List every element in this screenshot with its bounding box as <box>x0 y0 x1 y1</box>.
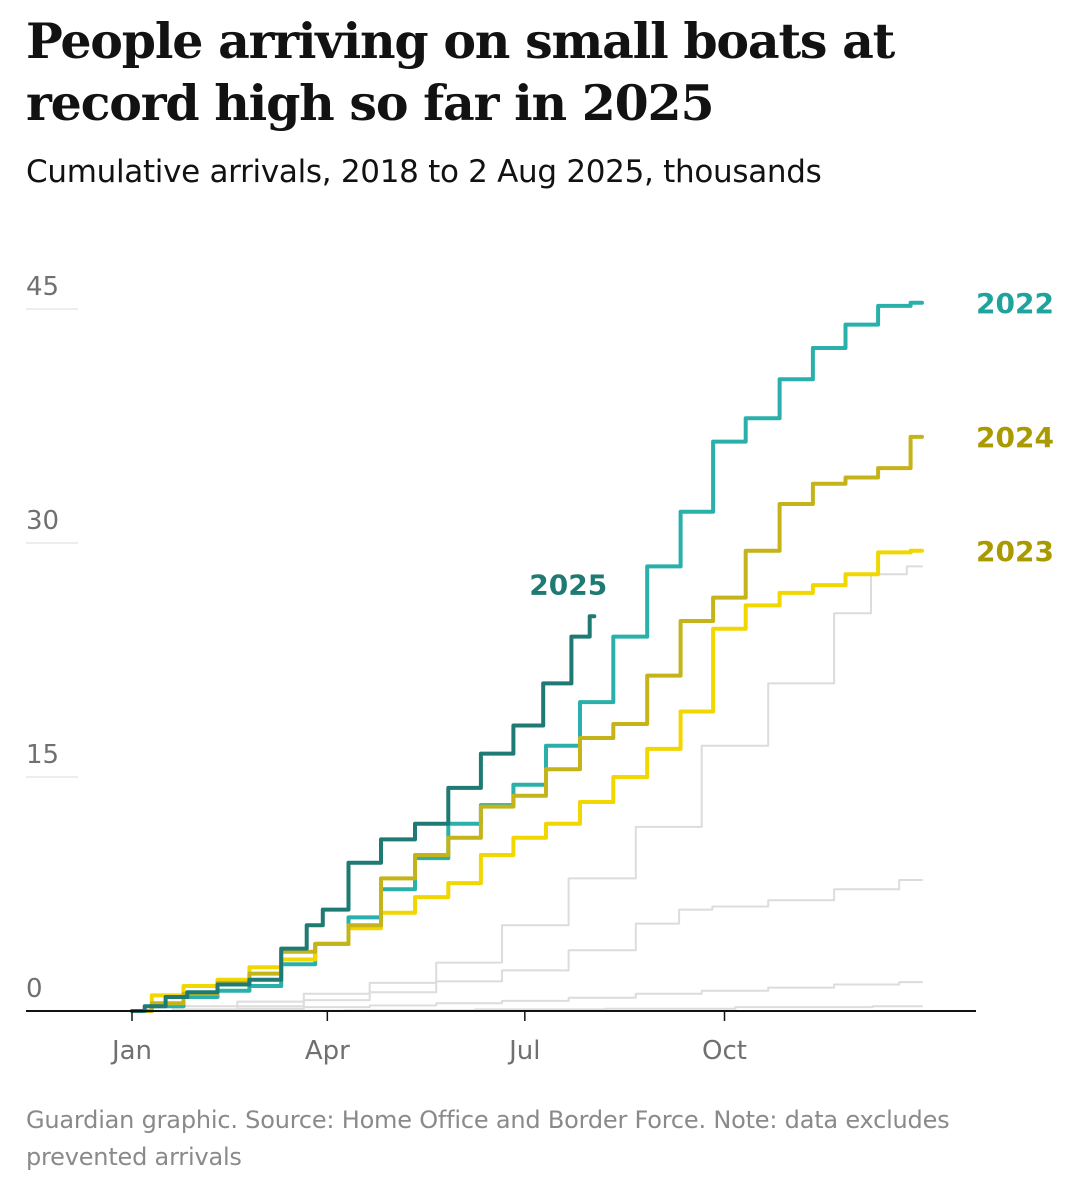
line-chart: 0 15 30 45 Jan Apr Jul Oct 2022 2023 2024 2025 <box>26 272 1054 1066</box>
y-tick-label-30: 30 <box>26 506 59 536</box>
chart-subtitle: Cumulative arrivals, 2018 to 2 Aug 2025,… <box>26 154 822 190</box>
x-tick-label-Jan: Jan <box>110 1036 152 1066</box>
series-line-2021 <box>131 565 923 1012</box>
y-grid: 0 15 30 45 <box>26 272 78 1004</box>
series-label-2022: 2022 <box>976 287 1054 320</box>
x-tick-label-Oct: Oct <box>702 1036 747 1066</box>
source-note: Guardian graphic. Source: Home Office an… <box>26 1106 950 1171</box>
series-labels: 2022 2023 2024 2025 <box>529 287 1054 602</box>
series-line-2025 <box>130 614 597 1013</box>
series-lines <box>130 300 924 1013</box>
series-label-2025: 2025 <box>529 568 607 601</box>
axes: Jan Apr Jul Oct <box>26 1010 976 1066</box>
y-tick-label-0: 0 <box>26 974 43 1004</box>
chart-title: People arriving on small boats at record… <box>26 12 895 132</box>
y-tick-label-15: 15 <box>26 740 59 770</box>
series-line-2024 <box>130 434 924 1013</box>
series-line-2023 <box>130 548 924 1013</box>
series-line-2020 <box>131 879 923 1012</box>
x-tick-label-Jul: Jul <box>507 1036 540 1066</box>
series-line-2019 <box>131 981 923 1012</box>
x-tick-label-Apr: Apr <box>305 1036 350 1066</box>
y-tick-label-45: 45 <box>26 272 59 302</box>
series-label-2023: 2023 <box>976 535 1054 568</box>
series-label-2024: 2024 <box>976 421 1054 454</box>
series-line-2022 <box>130 300 924 1013</box>
